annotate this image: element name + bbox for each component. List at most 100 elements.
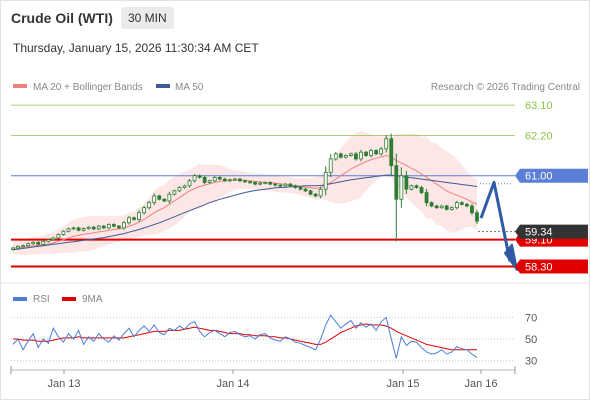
candle-body	[212, 177, 217, 182]
level-label-63.10: 63.10	[525, 100, 553, 112]
level-label-61.00: 61.00	[525, 171, 553, 183]
candle-body	[298, 187, 303, 190]
candle-body	[394, 165, 399, 200]
candle-body	[101, 225, 106, 229]
rsi-legend-swatch	[13, 297, 27, 301]
candle-body	[288, 183, 293, 187]
candle-body	[86, 226, 91, 229]
ma20-legend-swatch	[13, 84, 27, 88]
candle-body	[263, 182, 268, 184]
candle-body	[41, 240, 46, 245]
candle-body	[66, 228, 71, 232]
candle-body	[177, 187, 182, 192]
candle-body	[328, 158, 333, 173]
candle-body	[308, 190, 313, 195]
candle-body	[409, 185, 414, 190]
candle-body	[217, 177, 222, 180]
candle-body	[192, 175, 197, 182]
candle-body	[414, 185, 419, 188]
x-tick-label: Jan 16	[464, 378, 497, 390]
candle-body	[137, 212, 141, 220]
candle-body	[369, 150, 373, 156]
rsi-tick-70: 70	[525, 312, 537, 324]
candle-body	[207, 180, 212, 183]
candle-body	[338, 153, 343, 158]
candle-body	[404, 175, 409, 190]
candle-body	[429, 202, 434, 207]
candle-body	[253, 182, 257, 185]
candle-body	[21, 245, 25, 248]
level-label-62.20: 62.20	[525, 130, 553, 142]
candle-body	[11, 247, 15, 250]
candle-body	[152, 195, 157, 204]
instrument-title: Crude Oil (WTI)	[11, 10, 113, 26]
candle-body	[424, 192, 429, 204]
candle-body	[162, 198, 167, 202]
ma20-legend-label: MA 20 + Bollinger Bands	[33, 82, 143, 93]
candle-body	[197, 175, 202, 178]
candle-body	[449, 207, 454, 210]
rsi-line	[12, 314, 478, 359]
x-tick-label: Jan 14	[216, 378, 249, 390]
candle-body	[389, 138, 394, 167]
credit-text: Research © 2026 Trading Central	[431, 82, 580, 93]
candle-body	[96, 225, 101, 230]
rsi-tick-30: 30	[525, 356, 537, 368]
x-axis-ticks: Jan 13 Jan 14 Jan 15 Jan 16	[10, 366, 516, 390]
candle-body	[359, 151, 363, 160]
candle-body	[293, 185, 298, 188]
candle-body	[454, 202, 459, 209]
candle-body	[343, 155, 348, 158]
candle-body	[167, 193, 172, 202]
candle-body	[384, 138, 389, 150]
candle-body	[106, 224, 111, 229]
rsi-tick-50: 50	[525, 334, 537, 346]
candle-body	[283, 183, 288, 187]
candle-body	[56, 234, 61, 239]
x-tick-label: Jan 13	[47, 378, 80, 390]
rsi-ma-legend-label: 9MA	[82, 294, 103, 305]
candle-body	[26, 243, 31, 247]
candle-body	[439, 205, 444, 209]
candle-body	[444, 205, 449, 210]
rsi-ma-legend-swatch	[62, 297, 76, 301]
candle-body	[127, 217, 131, 224]
candle-body	[142, 207, 147, 214]
candle-body	[46, 239, 51, 242]
candle-body	[465, 203, 469, 207]
candle-body	[51, 237, 56, 241]
candle-body	[313, 193, 318, 197]
candle-body	[117, 225, 121, 229]
candle-body	[434, 205, 439, 209]
candle-body	[349, 153, 353, 156]
timeframe-button[interactable]: 30 MIN	[121, 7, 174, 29]
candle-body	[182, 185, 187, 188]
candle-body	[248, 181, 252, 184]
candle-body	[323, 171, 328, 190]
ma50-legend-label: MA 50	[175, 82, 204, 93]
candlesticks	[11, 133, 479, 251]
candle-body	[36, 241, 41, 245]
candle-body	[419, 187, 424, 193]
candle-body	[157, 195, 162, 200]
candle-body	[354, 153, 358, 160]
candle-body	[147, 202, 152, 209]
current-price-tag	[515, 224, 588, 239]
forecast-arrow	[479, 180, 518, 271]
candle-body	[91, 226, 96, 230]
level-tag-58.30	[515, 259, 588, 274]
candle-body	[238, 178, 242, 182]
candle-body	[258, 182, 263, 185]
candle-body	[364, 151, 368, 156]
candle-body	[459, 202, 464, 205]
candle-body	[374, 150, 379, 155]
chart-header: Crude Oil (WTI) 30 MIN	[0, 0, 590, 36]
candle-body	[202, 177, 207, 183]
candle-body	[379, 148, 384, 155]
level-label-58.30: 58.30	[525, 262, 553, 274]
candle-body	[222, 178, 227, 182]
candle-body	[172, 190, 177, 195]
rsi-panel: 70 50 30	[11, 312, 537, 368]
candle-body	[132, 217, 136, 220]
